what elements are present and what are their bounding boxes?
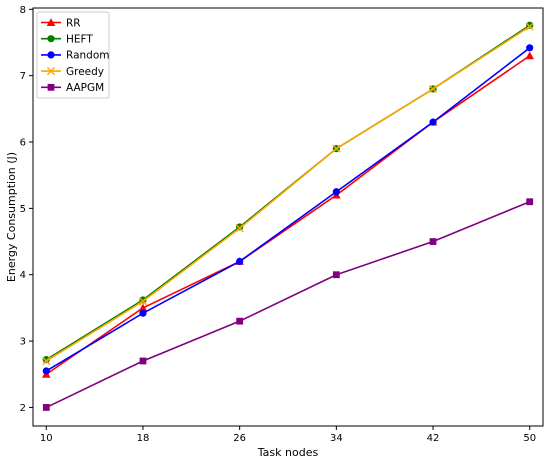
series-line-random (45, 47, 531, 372)
series-line-heft (45, 24, 531, 361)
legend-marker-rr (46, 18, 56, 26)
y-tick-label: 8 (20, 5, 26, 16)
x-marker-stroke (332, 144, 341, 153)
y-tick-label: 3 (20, 337, 26, 348)
legend-entry-random: Random (41, 50, 109, 62)
series-line-rr (45, 55, 531, 375)
series-group (41, 21, 535, 411)
data-point-greedy (332, 144, 341, 153)
legend-entry-heft: HEFT (41, 34, 93, 46)
legend-label-heft: HEFT (66, 34, 93, 46)
legend-entry-rr: RR (41, 17, 81, 29)
data-point-random (332, 188, 340, 196)
y-tick-label: 2 (20, 403, 26, 414)
data-point-aapgm (526, 198, 534, 206)
x-tick-label: 34 (330, 433, 343, 444)
legend-marker-aapgm (47, 83, 55, 91)
data-point-greedy (235, 224, 244, 233)
legend-label-aapgm: AAPGM (66, 82, 104, 94)
x-tick-label: 18 (137, 433, 150, 444)
x-axis-label: Task nodes (257, 446, 319, 459)
data-point-aapgm (332, 271, 340, 279)
series-greedy (42, 22, 534, 366)
x-tick-label: 10 (40, 433, 53, 444)
data-point-rr (525, 51, 535, 60)
data-point-random (42, 367, 50, 375)
data-point-random (139, 309, 147, 317)
legend-box (36, 11, 110, 99)
data-point-aapgm (236, 317, 244, 325)
x-tick-label: 50 (523, 433, 536, 444)
legend: RR HEFT Random Greedy AAPGM (36, 11, 110, 99)
data-point-greedy (525, 22, 534, 31)
data-point-greedy (428, 84, 438, 94)
x-marker-stroke (42, 356, 51, 366)
x-tick-label: 42 (427, 433, 440, 444)
legend-label-random: Random (66, 50, 109, 62)
x-marker-stroke (138, 297, 148, 306)
y-tick-label: 4 (20, 270, 26, 281)
data-point-aapgm (42, 404, 50, 411)
data-point-aapgm (429, 238, 437, 245)
plot-frame (32, 7, 544, 427)
data-point-greedy (42, 356, 51, 366)
data-point-random (429, 118, 437, 126)
y-tick-label: 7 (20, 71, 26, 82)
series-aapgm (42, 198, 534, 411)
legend-entry-greedy: Greedy (41, 66, 104, 78)
series-line-aapgm (45, 200, 531, 409)
legend-entry-aapgm: AAPGM (41, 82, 104, 94)
data-point-random (236, 257, 244, 266)
data-point-rr (138, 303, 148, 312)
legend-marker-random (47, 51, 55, 59)
series-heft (42, 21, 534, 364)
data-point-random (526, 44, 534, 52)
y-tick-label: 5 (20, 204, 26, 215)
x-marker-stroke (235, 224, 244, 233)
data-point-aapgm (139, 357, 147, 365)
series-random (42, 44, 534, 375)
x-marker-stroke (46, 67, 56, 76)
x-tick-label: 26 (233, 433, 246, 444)
legend-label-rr: RR (66, 17, 81, 29)
data-point-heft (42, 356, 50, 364)
x-marker-stroke (525, 22, 534, 31)
legend-label-greedy: Greedy (66, 66, 104, 78)
y-axis-label: Energy Consumption (J) (5, 152, 18, 282)
legend-marker-greedy (46, 67, 56, 76)
x-marker-stroke (428, 84, 438, 94)
data-point-greedy (138, 297, 148, 306)
y-tick-label: 6 (20, 138, 26, 149)
legend-marker-heft (47, 35, 55, 43)
series-line-greedy (45, 25, 531, 362)
